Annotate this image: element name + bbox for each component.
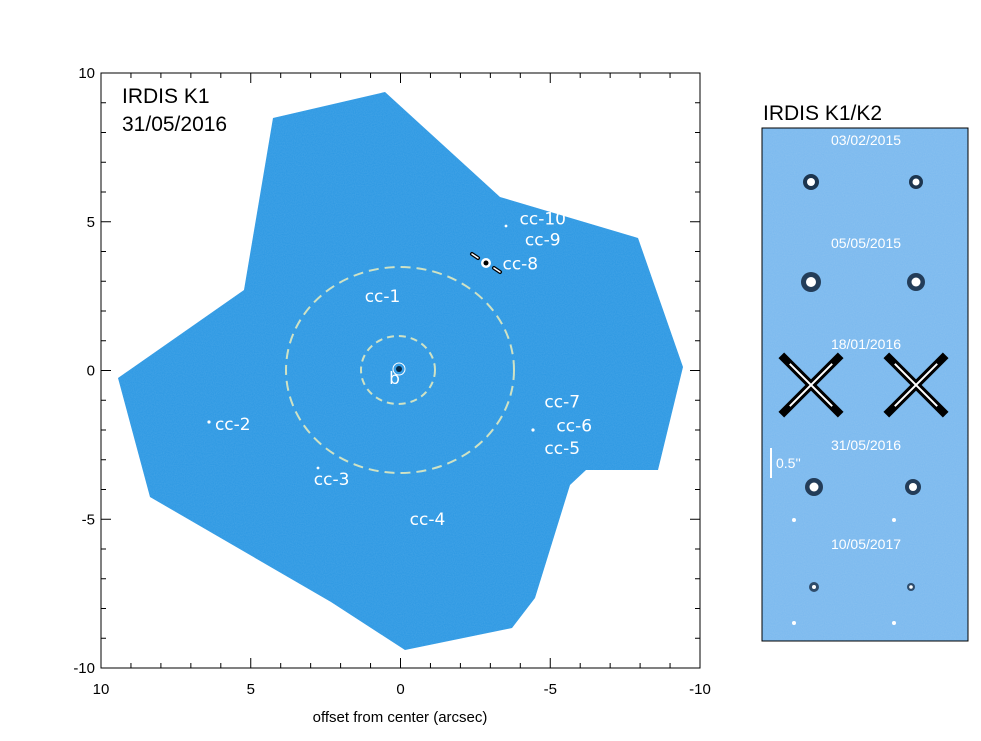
field-texture (118, 92, 683, 650)
faint-source (316, 466, 320, 470)
panel-title: IRDIS K1 (122, 85, 210, 108)
x-tick-label: -5 (544, 681, 557, 698)
source-label-cc-7: cc-7 (544, 393, 580, 413)
x-axis-label: offset from center (arcsec) (313, 709, 488, 726)
epoch-stamp-2016-01 (778, 352, 949, 418)
source-label-cc-2: cc-2 (215, 415, 251, 435)
faint-source (207, 420, 211, 424)
source-labels: b cc-1 cc-2 cc-3 cc-4 cc-5 cc-6 cc-7 cc-8 cc-9cc-… (215, 210, 592, 530)
faint-source (531, 428, 535, 432)
y-tick-label: 10 (78, 65, 95, 82)
y-tick-labels: 10 5 0 -5 -10 (73, 65, 95, 677)
panel-date: 31/05/2016 (122, 113, 227, 136)
y-tick-label: -5 (82, 511, 95, 528)
side-panel-frame (761, 127, 969, 642)
x-tick-labels: 10 5 0 -5 -10 (93, 681, 711, 698)
side-field-texture (762, 128, 968, 641)
epoch-stamps (778, 174, 949, 625)
source-label-cc-10: cc-10 (520, 210, 566, 230)
epoch-stamp-2015-05 (801, 272, 925, 292)
side-panel: IRDIS K1/K2 (761, 102, 969, 642)
epoch-date-label: 03/02/2015 (831, 132, 901, 148)
source-label-cc-4: cc-4 (410, 510, 446, 530)
epoch-date-labels: 03/02/2015 05/05/2015 18/01/2016 31/05/2016… (831, 132, 901, 552)
source-label-cc-8: cc-8 (502, 254, 538, 274)
source-label-cc-1: cc-1 (365, 287, 401, 307)
inner-ring (360, 335, 436, 405)
main-panel: IRDIS K1 31/05/2016 b cc-1 cc-2 cc-3 cc-4 cc-… (73, 65, 711, 726)
y-tick-label: 0 (87, 363, 95, 380)
source-label-b: b (389, 369, 400, 389)
epoch-stamp-2015-02 (803, 174, 923, 190)
central-star-marker (396, 366, 402, 372)
x-tick-label: 5 (247, 681, 255, 698)
epoch-date-label: 10/05/2017 (831, 536, 901, 552)
epoch-date-label: 31/05/2016 (831, 437, 901, 453)
bright-companion (470, 252, 502, 274)
epoch-date-label: 18/01/2016 (831, 336, 901, 352)
source-label-cc-3: cc-3 (314, 470, 350, 490)
source-label-cc-6: cc-6 (556, 416, 592, 436)
source-label-cc-9: cc-9 (525, 231, 561, 251)
source-label-cc-5: cc-5 (544, 439, 580, 459)
faint-source (504, 224, 508, 228)
axis-ticks (100, 72, 701, 669)
epoch-stamp-2016-05 (805, 478, 921, 496)
side-panel-title: IRDIS K1/K2 (763, 102, 882, 125)
outer-ring (285, 266, 515, 474)
epoch-date-label: 05/05/2015 (831, 235, 901, 251)
scale-label: 0.5'' (776, 455, 801, 471)
epoch-stamp-2017-05 (809, 582, 915, 592)
x-tick-label: 0 (396, 681, 404, 698)
y-tick-label: 5 (87, 214, 95, 231)
y-tick-label: -10 (73, 660, 95, 677)
x-tick-label: 10 (93, 681, 110, 698)
x-tick-label: -10 (689, 681, 711, 698)
